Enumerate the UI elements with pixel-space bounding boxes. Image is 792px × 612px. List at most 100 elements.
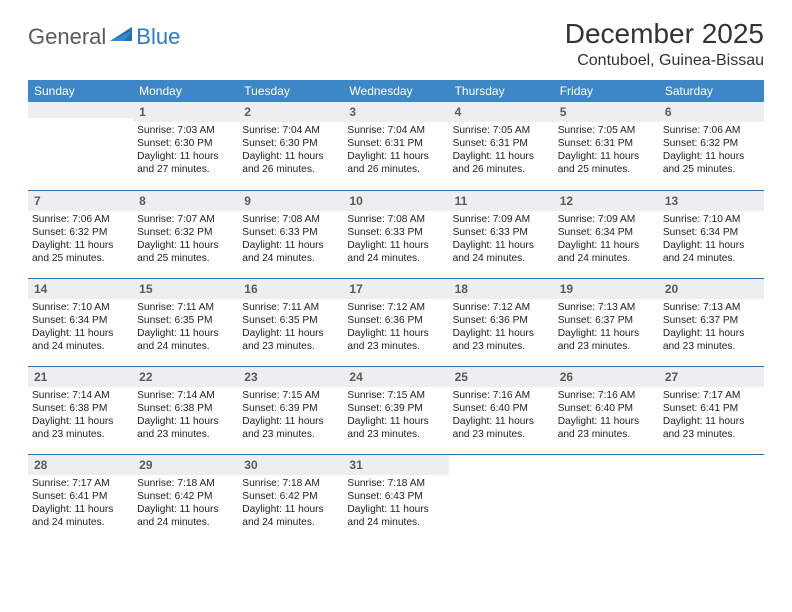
day-number-row: 13 — [659, 191, 764, 211]
day-header: Sunday — [28, 80, 133, 102]
sunset-line: Sunset: 6:33 PM — [347, 226, 444, 239]
day-number: 19 — [560, 282, 573, 296]
sunrise-line: Sunrise: 7:12 AM — [453, 301, 550, 314]
sunrise-line: Sunrise: 7:18 AM — [242, 477, 339, 490]
day-number-row: 20 — [659, 279, 764, 299]
day-number-row: 18 — [449, 279, 554, 299]
day-number-row: 4 — [449, 102, 554, 122]
sunset-line: Sunset: 6:30 PM — [242, 137, 339, 150]
sunrise-line: Sunrise: 7:15 AM — [242, 389, 339, 402]
daylight-line: Daylight: 11 hours and 26 minutes. — [347, 150, 444, 176]
sunset-line: Sunset: 6:42 PM — [137, 490, 234, 503]
calendar-week: 1Sunrise: 7:03 AMSunset: 6:30 PMDaylight… — [28, 102, 764, 190]
day-number-row: 19 — [554, 279, 659, 299]
calendar-cell: 6Sunrise: 7:06 AMSunset: 6:32 PMDaylight… — [659, 102, 764, 190]
day-number: 18 — [455, 282, 468, 296]
day-number-row: 28 — [28, 455, 133, 475]
daylight-line: Daylight: 11 hours and 23 minutes. — [453, 415, 550, 441]
day-number: 16 — [244, 282, 257, 296]
calendar-cell: 27Sunrise: 7:17 AMSunset: 6:41 PMDayligh… — [659, 366, 764, 454]
day-number-row: 12 — [554, 191, 659, 211]
sunset-line: Sunset: 6:32 PM — [663, 137, 760, 150]
day-header-row: Sunday Monday Tuesday Wednesday Thursday… — [28, 80, 764, 102]
calendar-cell: 8Sunrise: 7:07 AMSunset: 6:32 PMDaylight… — [133, 190, 238, 278]
calendar-cell: 11Sunrise: 7:09 AMSunset: 6:33 PMDayligh… — [449, 190, 554, 278]
day-number-row: 23 — [238, 367, 343, 387]
day-number: 5 — [560, 105, 567, 119]
daylight-line: Daylight: 11 hours and 23 minutes. — [347, 327, 444, 353]
calendar-cell — [659, 454, 764, 542]
day-number: 29 — [139, 458, 152, 472]
day-number-row: 9 — [238, 191, 343, 211]
day-number-row: 24 — [343, 367, 448, 387]
sunrise-line: Sunrise: 7:16 AM — [558, 389, 655, 402]
sunset-line: Sunset: 6:39 PM — [242, 402, 339, 415]
day-number: 31 — [349, 458, 362, 472]
header: General Blue December 2025 Contuboel, Gu… — [28, 18, 764, 70]
daylight-line: Daylight: 11 hours and 23 minutes. — [242, 415, 339, 441]
daylight-line: Daylight: 11 hours and 23 minutes. — [137, 415, 234, 441]
calendar-cell: 5Sunrise: 7:05 AMSunset: 6:31 PMDaylight… — [554, 102, 659, 190]
day-header: Tuesday — [238, 80, 343, 102]
day-number: 12 — [560, 194, 573, 208]
day-number-row: 7 — [28, 191, 133, 211]
day-number: 7 — [34, 194, 41, 208]
day-number-row: 29 — [133, 455, 238, 475]
calendar-week: 21Sunrise: 7:14 AMSunset: 6:38 PMDayligh… — [28, 366, 764, 454]
day-number-row: 16 — [238, 279, 343, 299]
sunrise-line: Sunrise: 7:18 AM — [137, 477, 234, 490]
daylight-line: Daylight: 11 hours and 25 minutes. — [137, 239, 234, 265]
sunrise-line: Sunrise: 7:11 AM — [242, 301, 339, 314]
sunset-line: Sunset: 6:42 PM — [242, 490, 339, 503]
daylight-line: Daylight: 11 hours and 24 minutes. — [242, 503, 339, 529]
calendar-page: General Blue December 2025 Contuboel, Gu… — [0, 0, 792, 560]
sunset-line: Sunset: 6:32 PM — [137, 226, 234, 239]
daylight-line: Daylight: 11 hours and 24 minutes. — [137, 327, 234, 353]
daylight-line: Daylight: 11 hours and 26 minutes. — [242, 150, 339, 176]
sunset-line: Sunset: 6:37 PM — [558, 314, 655, 327]
sunrise-line: Sunrise: 7:13 AM — [663, 301, 760, 314]
daylight-line: Daylight: 11 hours and 24 minutes. — [558, 239, 655, 265]
sunset-line: Sunset: 6:38 PM — [32, 402, 129, 415]
day-number: 11 — [455, 194, 468, 208]
sunrise-line: Sunrise: 7:08 AM — [242, 213, 339, 226]
sunset-line: Sunset: 6:37 PM — [663, 314, 760, 327]
logo-text-general: General — [28, 24, 106, 50]
sunset-line: Sunset: 6:33 PM — [242, 226, 339, 239]
calendar-cell: 18Sunrise: 7:12 AMSunset: 6:36 PMDayligh… — [449, 278, 554, 366]
sunrise-line: Sunrise: 7:11 AM — [137, 301, 234, 314]
day-number: 24 — [349, 370, 362, 384]
day-header: Friday — [554, 80, 659, 102]
calendar-cell: 30Sunrise: 7:18 AMSunset: 6:42 PMDayligh… — [238, 454, 343, 542]
day-number: 26 — [560, 370, 573, 384]
sunset-line: Sunset: 6:33 PM — [453, 226, 550, 239]
logo-text-blue: Blue — [136, 24, 180, 50]
calendar-week: 28Sunrise: 7:17 AMSunset: 6:41 PMDayligh… — [28, 454, 764, 542]
day-number-row: 3 — [343, 102, 448, 122]
sunset-line: Sunset: 6:31 PM — [347, 137, 444, 150]
day-number-row: 17 — [343, 279, 448, 299]
day-number: 14 — [34, 282, 47, 296]
calendar-cell: 16Sunrise: 7:11 AMSunset: 6:35 PMDayligh… — [238, 278, 343, 366]
calendar-cell: 20Sunrise: 7:13 AMSunset: 6:37 PMDayligh… — [659, 278, 764, 366]
daylight-line: Daylight: 11 hours and 24 minutes. — [663, 239, 760, 265]
calendar-cell: 3Sunrise: 7:04 AMSunset: 6:31 PMDaylight… — [343, 102, 448, 190]
day-number-row: 15 — [133, 279, 238, 299]
sunrise-line: Sunrise: 7:09 AM — [453, 213, 550, 226]
calendar-cell — [28, 102, 133, 190]
day-number: 28 — [34, 458, 47, 472]
daylight-line: Daylight: 11 hours and 27 minutes. — [137, 150, 234, 176]
day-number: 1 — [139, 105, 146, 119]
calendar-cell: 25Sunrise: 7:16 AMSunset: 6:40 PMDayligh… — [449, 366, 554, 454]
sunset-line: Sunset: 6:38 PM — [137, 402, 234, 415]
calendar-cell: 1Sunrise: 7:03 AMSunset: 6:30 PMDaylight… — [133, 102, 238, 190]
calendar-week: 7Sunrise: 7:06 AMSunset: 6:32 PMDaylight… — [28, 190, 764, 278]
day-number-row: 6 — [659, 102, 764, 122]
sunset-line: Sunset: 6:34 PM — [558, 226, 655, 239]
calendar-cell — [449, 454, 554, 542]
sunset-line: Sunset: 6:36 PM — [347, 314, 444, 327]
day-number: 20 — [665, 282, 678, 296]
sunrise-line: Sunrise: 7:10 AM — [32, 301, 129, 314]
sunrise-line: Sunrise: 7:13 AM — [558, 301, 655, 314]
day-number: 4 — [455, 105, 462, 119]
